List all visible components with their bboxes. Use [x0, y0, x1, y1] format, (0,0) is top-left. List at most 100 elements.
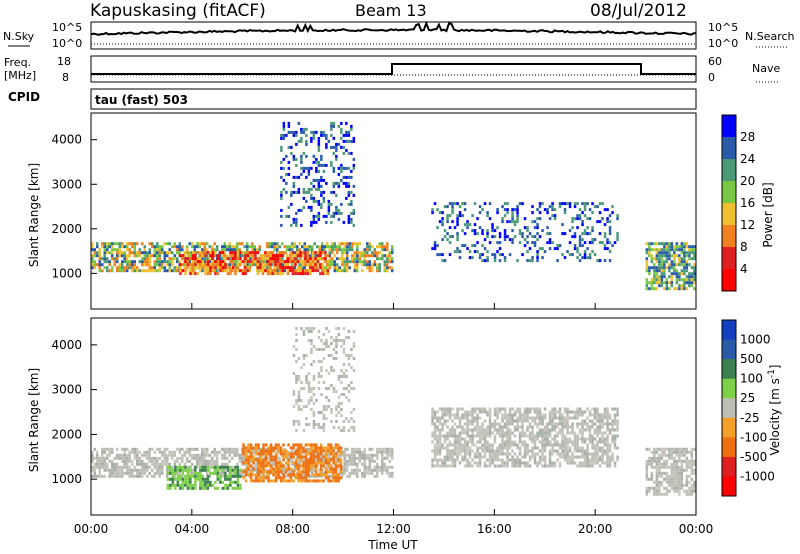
- heatmap-cell: [508, 416, 512, 420]
- heatmap-cell: [229, 465, 232, 469]
- heatmap-cell: [352, 163, 356, 167]
- heatmap-cell: [446, 232, 449, 236]
- heatmap-cell: [608, 464, 612, 468]
- heatmap-cell: [214, 480, 217, 484]
- heatmap-cell: [476, 446, 479, 450]
- heatmap-cell: [556, 410, 559, 414]
- heatmap-cell: [203, 450, 206, 454]
- heatmap-cell: [538, 211, 542, 215]
- heatmap-cell: [481, 244, 484, 248]
- heatmap-cell: [541, 413, 544, 417]
- heatmap-cell: [446, 238, 449, 242]
- heatmap-cell: [463, 244, 467, 248]
- heatmap-cell: [608, 241, 612, 245]
- heatmap-cell: [521, 202, 524, 206]
- heatmap-cell: [591, 443, 594, 447]
- heatmap-cell: [317, 461, 320, 465]
- heatmap-cell: [138, 248, 141, 252]
- heatmap-cell: [501, 205, 504, 209]
- heatmap-cell: [236, 468, 240, 472]
- heatmap-cell: [473, 425, 477, 429]
- heatmap-cell: [219, 263, 222, 267]
- heatmap-cell: [254, 449, 258, 453]
- heatmap-cell: [601, 446, 604, 450]
- heatmap-cell: [513, 464, 517, 468]
- heatmap-cell: [133, 450, 136, 454]
- heatmap-cell: [660, 278, 664, 282]
- heatmap-cell: [335, 193, 338, 197]
- heatmap-cell: [241, 462, 244, 466]
- heatmap-cell: [548, 241, 552, 245]
- heatmap-cell: [238, 471, 241, 475]
- heatmap-cell: [342, 348, 346, 351]
- heatmap-cell: [516, 458, 519, 462]
- heatmap-cell: [523, 443, 527, 447]
- heatmap-cell: [596, 446, 599, 450]
- heatmap-cell: [650, 242, 654, 246]
- heatmap-cell: [443, 458, 447, 462]
- heatmap-cell: [335, 205, 338, 209]
- heatmap-cell: [566, 410, 569, 414]
- heatmap-cell: [311, 266, 315, 270]
- heatmap-cell: [665, 471, 669, 475]
- heatmap-cell: [340, 414, 343, 417]
- heatmap-cell: [346, 468, 349, 472]
- heatmap-cell: [680, 260, 684, 264]
- heatmap-cell: [216, 263, 220, 267]
- heatmap-cell: [368, 263, 371, 267]
- heatmap-cell: [131, 245, 134, 249]
- heatmap-cell: [645, 287, 649, 291]
- heatmap-cell: [456, 250, 459, 254]
- heatmap-cell: [451, 452, 454, 456]
- heatmap-cell: [665, 278, 669, 282]
- heatmap-cell: [340, 121, 343, 125]
- heatmap-cell: [246, 254, 250, 258]
- heatmap-cell: [342, 151, 346, 155]
- heatmap-cell: [181, 456, 184, 460]
- heatmap-cell: [558, 422, 562, 426]
- heatmap-cell: [304, 464, 308, 468]
- freq-right-tick-bottom: 0: [708, 71, 715, 84]
- heatmap-cell: [317, 187, 321, 191]
- heatmap-cell: [391, 456, 394, 460]
- heatmap-cell: [496, 250, 499, 254]
- heatmap-cell: [613, 434, 617, 438]
- heatmap-cell: [166, 474, 169, 478]
- heatmap-cell: [648, 251, 651, 255]
- heatmap-cell: [493, 407, 497, 411]
- heatmap-cell: [276, 254, 280, 258]
- heatmap-cell: [243, 474, 246, 478]
- heatmap-cell: [226, 272, 230, 276]
- heatmap-cell: [446, 455, 449, 459]
- heatmap-cell: [568, 205, 572, 209]
- heatmap-cell: [226, 468, 230, 472]
- heatmap-cell: [242, 470, 245, 474]
- heatmap-cell: [169, 477, 172, 481]
- heatmap-cell: [199, 480, 202, 484]
- heatmap-cell: [350, 151, 353, 155]
- heatmap-cell: [608, 259, 612, 263]
- heatmap-cell: [211, 248, 214, 252]
- heatmap-cell: [340, 375, 343, 378]
- heatmap-cell: [211, 456, 214, 460]
- heatmap-cell: [438, 443, 442, 447]
- heatmap-cell: [299, 446, 303, 450]
- heatmap-cell: [473, 244, 477, 248]
- heatmap-cell: [386, 465, 389, 469]
- heatmap-cell: [433, 428, 437, 432]
- heatmap-cell: [655, 287, 659, 291]
- heatmap-cell: [317, 178, 321, 182]
- heatmap-cell: [166, 471, 170, 475]
- heatmap-cell: [463, 455, 467, 459]
- heatmap-cell: [158, 447, 161, 451]
- heatmap-cell: [503, 452, 507, 456]
- heatmap-cell: [146, 465, 149, 469]
- heatmap-cell: [603, 244, 607, 248]
- heatmap-cell: [566, 455, 569, 459]
- heatmap-cell: [645, 278, 649, 282]
- heatmap-cell: [113, 242, 116, 246]
- heatmap-cell: [503, 208, 507, 212]
- heatmap-cell: [158, 260, 161, 264]
- heatmap-cell: [463, 422, 467, 426]
- heatmap-cell: [327, 443, 330, 447]
